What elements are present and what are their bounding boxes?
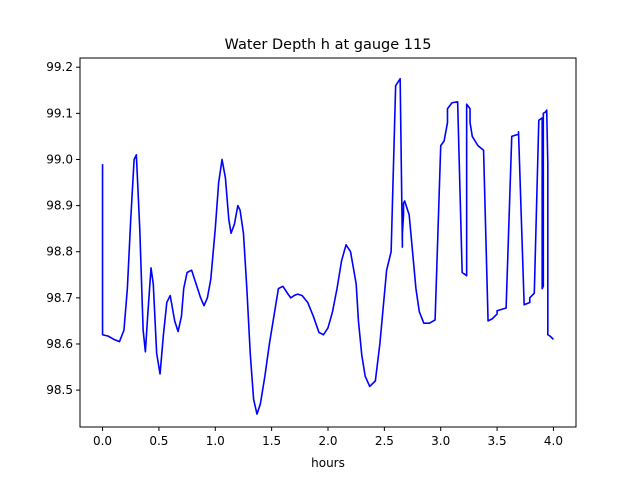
x-tick-label: 1.5 <box>262 434 281 448</box>
y-axis: 98.5 98.6 98.7 98.8 98.9 99.0 99.1 99.2 <box>46 60 80 397</box>
y-tick-label: 98.5 <box>46 383 73 397</box>
x-tick-label: 2.0 <box>318 434 337 448</box>
y-tick-label: 98.6 <box>46 337 73 351</box>
plot-area <box>101 77 555 415</box>
y-tick-label: 99.1 <box>46 106 73 120</box>
x-axis: 0.0 0.5 1.0 1.5 2.0 2.5 3.0 3.5 4.0 <box>93 427 563 448</box>
x-tick-label: 3.5 <box>488 434 507 448</box>
x-tick-label: 0.5 <box>149 434 168 448</box>
y-tick-label: 98.8 <box>46 245 73 259</box>
y-tick-label: 99.2 <box>46 60 73 74</box>
y-tick-label: 98.7 <box>46 291 73 305</box>
x-tick-label: 0.0 <box>93 434 112 448</box>
chart-title: Water Depth h at gauge 115 <box>225 37 432 53</box>
x-tick-label: 2.5 <box>375 434 394 448</box>
x-axis-label: hours <box>311 456 345 470</box>
x-tick-label: 3.0 <box>431 434 450 448</box>
x-tick-label: 1.0 <box>206 434 225 448</box>
x-tick-label: 4.0 <box>544 434 563 448</box>
y-tick-label: 99.0 <box>46 152 73 166</box>
y-tick-label: 98.9 <box>46 199 73 213</box>
series-line <box>101 77 555 415</box>
